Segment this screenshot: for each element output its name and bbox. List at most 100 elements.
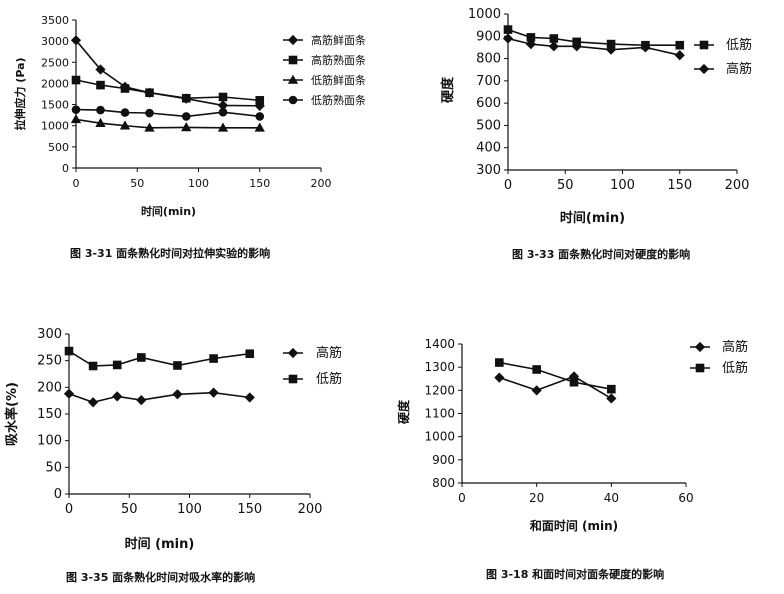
data-point-square bbox=[218, 92, 228, 102]
data-point-square bbox=[569, 377, 579, 387]
data-point-diamond bbox=[606, 393, 617, 404]
y-axis-title: 拉伸应力 (Pa) bbox=[13, 57, 27, 130]
x-tick-label: 100 bbox=[610, 178, 635, 193]
data-point-diamond bbox=[244, 392, 255, 403]
x-tick-label: 0 bbox=[65, 502, 73, 517]
figure-caption: 图 3-31 面条熟化时间对拉伸实验的影响 bbox=[70, 246, 270, 260]
legend-marker-diamond bbox=[287, 347, 299, 359]
data-point-square bbox=[209, 354, 218, 363]
y-axis-title: 硬度 bbox=[440, 76, 456, 103]
data-point-square bbox=[549, 34, 559, 43]
data-point-diamond bbox=[208, 387, 219, 398]
y-tick-label: 200 bbox=[37, 380, 62, 395]
x-tick-label: 150 bbox=[237, 502, 262, 517]
data-point-square bbox=[245, 349, 255, 359]
legend-label: 高筋熟面条 bbox=[311, 53, 366, 67]
data-point-square bbox=[532, 365, 541, 374]
data-point-diamond bbox=[112, 391, 123, 402]
legend-label: 低筋鲜面条 bbox=[311, 73, 366, 87]
legend-marker-circle bbox=[288, 95, 298, 105]
y-tick-label: 300 bbox=[476, 163, 501, 178]
data-point-diamond bbox=[640, 42, 651, 53]
x-tick-label: 50 bbox=[557, 178, 574, 193]
x-tick-label: 200 bbox=[311, 177, 332, 190]
data-point-diamond bbox=[136, 395, 147, 406]
x-tick-label: 100 bbox=[188, 177, 209, 190]
y-tick-label: 50 bbox=[45, 460, 62, 475]
y-tick-label: 500 bbox=[48, 141, 69, 154]
legend-label: 低筋熟面条 bbox=[311, 93, 366, 107]
x-tick-label: 200 bbox=[298, 502, 323, 517]
chart-fig331: 0 500 1000 1500 2000 2500 3000 3500 0 50 100 150 200… bbox=[13, 14, 366, 260]
y-tick-label: 600 bbox=[476, 96, 501, 111]
data-point-circle bbox=[145, 108, 154, 118]
data-point-triangle bbox=[70, 114, 82, 124]
y-tick-label: 150 bbox=[37, 407, 62, 422]
legend-marker-square bbox=[288, 55, 298, 65]
x-tick-label: 20 bbox=[529, 491, 544, 505]
data-point-diamond bbox=[70, 35, 82, 46]
data-point-diamond bbox=[674, 50, 685, 61]
legend-label: 高筋 bbox=[722, 339, 748, 355]
x-tick-label: 200 bbox=[725, 178, 750, 193]
data-point-square bbox=[495, 358, 504, 367]
y-tick-label: 0 bbox=[62, 162, 69, 175]
y-tick-label: 1200 bbox=[424, 383, 455, 397]
data-point-square bbox=[173, 361, 182, 370]
data-point-diamond bbox=[87, 397, 99, 408]
data-point-square bbox=[112, 360, 122, 370]
data-point-triangle bbox=[95, 117, 106, 127]
chart-fig335: 0 50 100 150 200 250 300 0 50 100 150 200 时间 (min) 吸水… bbox=[4, 327, 342, 584]
x-axis-title: 和面时间 (min) bbox=[529, 518, 618, 533]
data-point-triangle bbox=[181, 122, 192, 132]
data-point-circle bbox=[181, 112, 191, 121]
legend-marker-diamond bbox=[694, 341, 706, 353]
data-point-square bbox=[71, 75, 81, 85]
y-tick-label: 100 bbox=[37, 434, 62, 449]
y-tick-label: 1400 bbox=[424, 337, 455, 351]
y-tick-label: 2000 bbox=[41, 77, 69, 90]
y-axis-title: 吸水率(%) bbox=[4, 382, 20, 446]
y-tick-label: 0 bbox=[54, 487, 62, 502]
data-point-diamond bbox=[571, 41, 582, 52]
y-tick-label: 800 bbox=[476, 52, 501, 67]
x-tick-label: 150 bbox=[249, 177, 270, 190]
x-tick-label: 0 bbox=[504, 178, 512, 193]
data-point-diamond bbox=[531, 385, 542, 396]
data-point-square bbox=[88, 361, 98, 371]
legend-marker-square bbox=[695, 363, 705, 373]
legend-label: 低筋 bbox=[316, 371, 342, 387]
legend-marker-triangle bbox=[287, 74, 299, 84]
data-point-square bbox=[503, 25, 513, 34]
y-tick-label: 1100 bbox=[424, 407, 455, 421]
data-point-circle bbox=[255, 112, 265, 121]
y-tick-label: 1000 bbox=[424, 430, 455, 444]
x-tick-label: 150 bbox=[667, 178, 692, 193]
figure-caption: 图 3-18 和面时间对面条硬度的影响 bbox=[486, 567, 664, 581]
data-point-triangle bbox=[217, 122, 229, 132]
y-tick-label: 3000 bbox=[41, 35, 69, 48]
y-tick-label: 1300 bbox=[424, 360, 455, 374]
series-line-0 bbox=[499, 375, 612, 400]
y-tick-label: 250 bbox=[37, 354, 62, 369]
data-point-square bbox=[137, 353, 146, 362]
data-point-circle bbox=[218, 107, 228, 117]
legend-label: 低筋 bbox=[722, 360, 748, 376]
chart-fig318: 800 900 1000 1100 1200 1300 1400 0 20 40 60 和面时间 (m… bbox=[396, 337, 748, 581]
y-tick-label: 2500 bbox=[41, 56, 69, 69]
x-tick-label: 0 bbox=[73, 177, 80, 190]
legend-marker-diamond bbox=[698, 63, 710, 75]
data-point-square bbox=[120, 84, 130, 93]
y-tick-label: 3500 bbox=[41, 14, 69, 27]
y-tick-label: 300 bbox=[37, 327, 62, 342]
data-point-diamond bbox=[525, 38, 537, 50]
x-tick-label: 100 bbox=[177, 502, 202, 517]
y-axis-title: 硬度 bbox=[396, 399, 411, 424]
y-tick-label: 1000 bbox=[468, 7, 501, 22]
legend-marker-square bbox=[699, 40, 709, 50]
data-point-triangle bbox=[144, 122, 155, 132]
legend-label: 低筋 bbox=[726, 37, 752, 53]
figure-caption: 图 3-33 面条熟化时间对硬度的影响 bbox=[512, 247, 690, 261]
data-point-triangle bbox=[119, 120, 131, 130]
